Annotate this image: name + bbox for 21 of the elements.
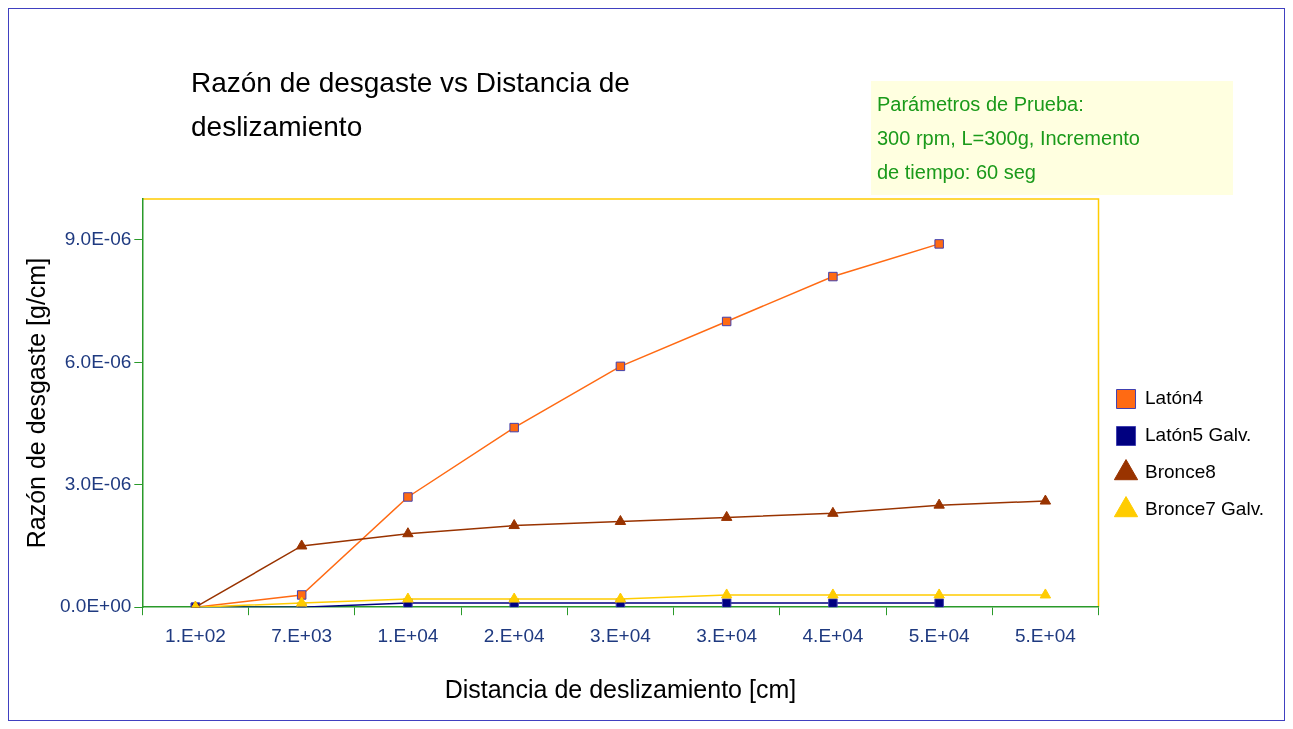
x-tick-label: 4.E+04 — [802, 624, 864, 646]
legend-label: Bronce8 — [1145, 461, 1216, 483]
x-tick-label: 1.E+04 — [377, 624, 439, 646]
legend-label: Bronce7 Galv. — [1145, 498, 1264, 520]
legend-label: Latón5 Galv. — [1145, 424, 1252, 446]
y-tick-label: 0.0E+00 — [59, 595, 132, 617]
x-tick-label: 5.E+04 — [1015, 624, 1077, 646]
y-tick-label: 3.0E-06 — [64, 472, 132, 494]
y-axis-title: Razón de desgaste [g/cm] — [21, 257, 50, 549]
x-tick-label: 1.E+02 — [165, 624, 226, 646]
x-axis-title: Distancia de deslizamiento [cm] — [444, 674, 797, 703]
x-tick-label: 5.E+04 — [908, 624, 970, 646]
x-tick-label: 3.E+04 — [590, 624, 652, 646]
text: Parámetros de Prueba: 300 rpm, L=300g, Incremento de tiempo: 60 seg — [871, 81, 1233, 195]
x-tick-label: 3.E+04 — [696, 624, 758, 646]
chart-title: Razón de desgaste vs Distancia de deslizamiento — [191, 66, 631, 144]
y-tick-label: 6.0E-06 — [64, 350, 132, 372]
y-tick-label: 9.0E-06 — [64, 228, 132, 250]
legend-label: Latón4 — [1145, 387, 1204, 409]
x-tick-label: 2.E+04 — [483, 624, 545, 646]
x-tick-label: 7.E+03 — [271, 624, 333, 646]
